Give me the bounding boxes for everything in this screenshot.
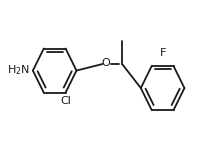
Text: H$_2$N: H$_2$N [7, 64, 30, 77]
Text: O: O [101, 58, 110, 68]
Text: Cl: Cl [60, 96, 71, 106]
Text: F: F [159, 48, 166, 58]
